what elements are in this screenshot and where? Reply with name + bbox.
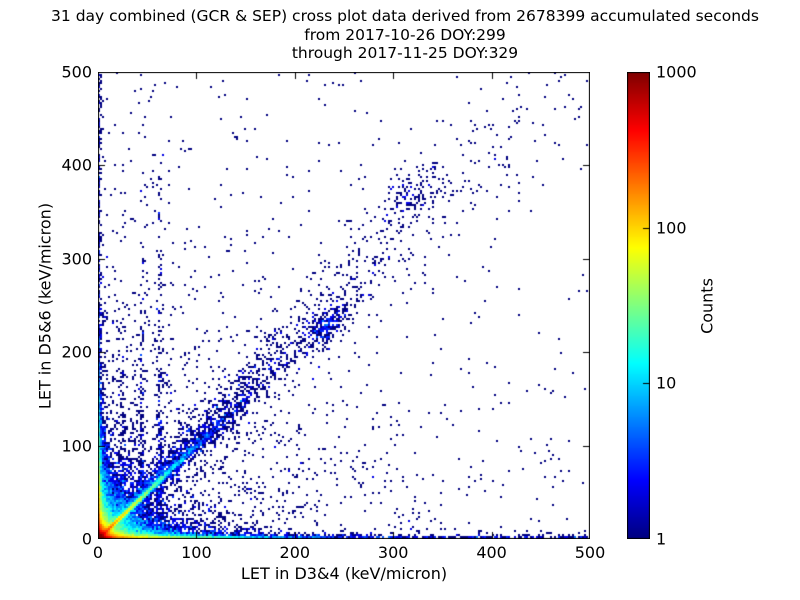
x-tick-label: 300 — [377, 543, 409, 562]
scatter-plot-canvas — [98, 72, 590, 539]
chart-title: 31 day combined (GCR & SEP) cross plot d… — [51, 7, 759, 63]
x-tick-label: 100 — [181, 543, 212, 562]
colorbar-tick-label: 1 — [656, 529, 667, 549]
x-tick-label: 0 — [92, 543, 104, 562]
colorbar-tick-label: 100 — [656, 218, 687, 238]
y-tick-label: 200 — [61, 342, 92, 362]
colorbar-tick-label: 10 — [656, 373, 677, 393]
x-tick-label: 200 — [279, 543, 311, 562]
title-line-1: 31 day combined (GCR & SEP) cross plot d… — [51, 7, 759, 25]
y-tick-label: 500 — [61, 62, 92, 82]
title-line-2: from 2017-10-26 DOY:299 — [304, 25, 506, 44]
x-axis-label: LET in D3&4 (keV/micron) — [240, 564, 448, 583]
x-tick-label: 400 — [476, 543, 507, 562]
y-tick-label: 400 — [61, 155, 92, 175]
title-line-3: through 2017-11-25 DOY:329 — [291, 44, 519, 62]
y-axis-label: LET in D5&6 (keV/micron) — [35, 202, 55, 410]
y-tick-label: 0 — [81, 529, 92, 549]
x-tick-label: 500 — [574, 543, 606, 562]
y-tick-label: 300 — [61, 249, 92, 269]
colorbar-label: Counts — [697, 278, 717, 334]
y-tick-label: 100 — [61, 436, 92, 456]
colorbar-canvas — [627, 72, 650, 539]
colorbar-tick-label: 1000 — [656, 62, 697, 82]
